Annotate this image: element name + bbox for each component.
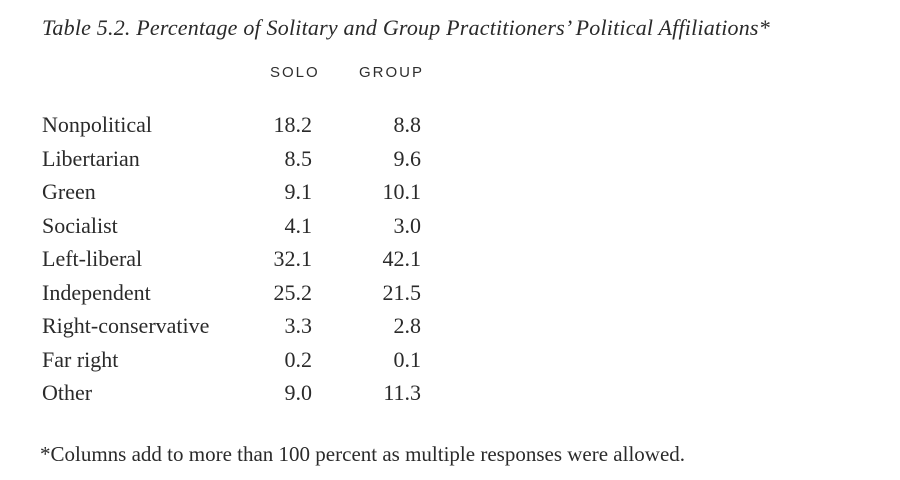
row-label: Left-liberal [42,246,143,271]
row-group-value: 3.0 [393,212,422,238]
row-label: Independent [42,279,151,305]
row-solo-value: 4.1 [284,212,313,238]
table-column-headers: SOLO GROUP [42,64,424,81]
table-footnote: *Columns add to more than 100 percent as… [40,442,686,466]
row-label: Libertarian [42,145,140,171]
column-header-solo: SOLO [270,64,320,81]
row-solo-value: 9.0 [284,380,313,405]
row-label: Right-conservative [42,313,210,338]
row-solo-value: 3.3 [284,313,313,338]
column-header-group: GROUP [358,64,424,81]
row-group-value: 11.3 [383,380,421,405]
row-solo-value: 25.2 [273,279,313,305]
row-group-value: 10.1 [382,179,422,204]
row-label: Socialist [42,212,118,238]
row-group-value: 8.8 [393,112,422,137]
row-group-value: 0.1 [393,346,422,372]
row-solo-value: 0.2 [284,346,313,372]
row-label: Far right [42,346,119,372]
row-label: Nonpolitical [42,112,152,137]
column-header-spacer [42,64,270,81]
table-title: Table 5.2. Percentage of Solitary and Gr… [42,15,770,40]
row-group-value: 42.1 [382,246,422,271]
row-solo-value: 8.5 [284,145,313,171]
row-solo-value: 18.2 [273,112,313,137]
row-group-value: 2.8 [393,313,422,338]
row-label: Green [42,179,96,204]
row-solo-value: 9.1 [284,179,313,204]
row-label: Other [42,380,93,405]
row-group-value: 9.6 [393,145,422,171]
row-group-value: 21.5 [382,279,422,305]
row-solo-value: 32.1 [273,246,313,271]
table-body: Nonpolitical 18.2 8.8 Libertarian 8.5 9.… [42,108,421,410]
